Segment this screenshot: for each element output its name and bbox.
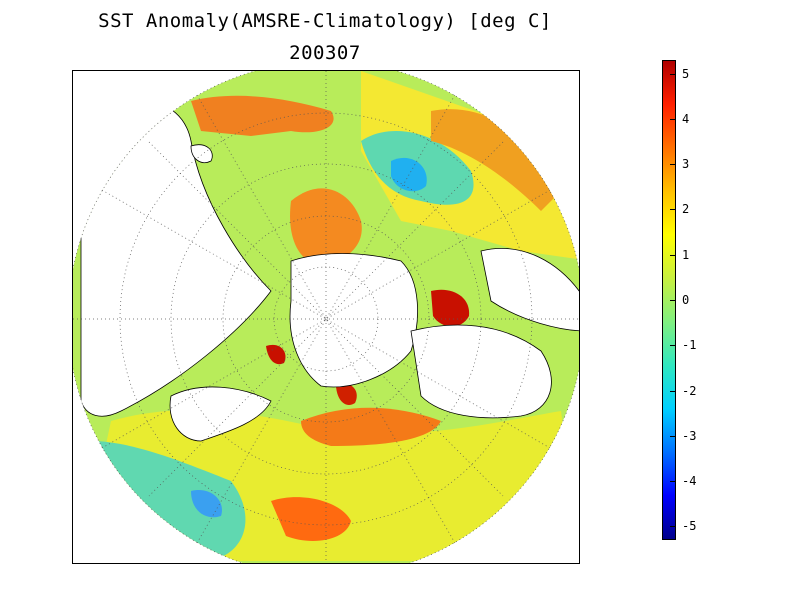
colorbar-tick bbox=[670, 481, 676, 483]
norwegian-sea-warm bbox=[301, 407, 441, 446]
colorbar-tick bbox=[670, 526, 676, 528]
okhotsk-hot-spot bbox=[191, 95, 334, 136]
barents-hot bbox=[336, 383, 357, 406]
colorbar-tick-label: 1 bbox=[682, 247, 690, 262]
baltic-hot bbox=[266, 344, 286, 365]
colorbar-tick bbox=[670, 345, 676, 347]
north-pacific-yellow-region bbox=[361, 71, 579, 261]
colorbar-tick-label: 0 bbox=[682, 293, 690, 307]
colorbar-tick bbox=[670, 118, 676, 120]
colorbar-tick-label: 3 bbox=[682, 157, 690, 172]
hudson-bay-hot bbox=[431, 289, 470, 327]
colorbar-tick-label: 2 bbox=[682, 202, 690, 217]
colorbar-tick-label: -3 bbox=[682, 428, 697, 443]
colorbar-tick bbox=[670, 300, 676, 301]
east-pacific-warm-band bbox=[431, 109, 561, 211]
colorbar-tick bbox=[670, 390, 676, 392]
colorbar-tick-label: 4 bbox=[682, 111, 690, 126]
colorbar-tick bbox=[670, 164, 676, 166]
europe-landmass bbox=[169, 386, 272, 442]
colorbar-tick-label: -2 bbox=[682, 383, 697, 398]
map-date-subtitle: 200307 bbox=[289, 42, 361, 64]
colorbar-tick bbox=[670, 73, 676, 75]
colorbar-tick-label: -4 bbox=[682, 474, 697, 489]
map-title: SST Anomaly(AMSRE-Climatology) [deg C] bbox=[98, 10, 552, 32]
pacific-islands bbox=[190, 144, 213, 163]
pacific-cold-spot bbox=[391, 157, 427, 192]
colorbar-tick bbox=[670, 209, 676, 211]
polar-map-frame bbox=[72, 70, 580, 564]
north-atlantic-warm-patch bbox=[271, 497, 351, 541]
colorbar-tick bbox=[670, 435, 676, 437]
colorbar-tick-label: 5 bbox=[682, 66, 690, 81]
colorbar-tick-label: -1 bbox=[682, 338, 697, 353]
north-america-landmass bbox=[480, 248, 579, 332]
atlantic-blue-streak bbox=[191, 490, 222, 518]
colorbar-tick bbox=[670, 254, 676, 256]
greenland-landmass bbox=[410, 324, 552, 419]
colorbar-tick-label: -5 bbox=[682, 519, 697, 534]
graticule bbox=[73, 71, 579, 563]
polar-map bbox=[73, 71, 579, 563]
